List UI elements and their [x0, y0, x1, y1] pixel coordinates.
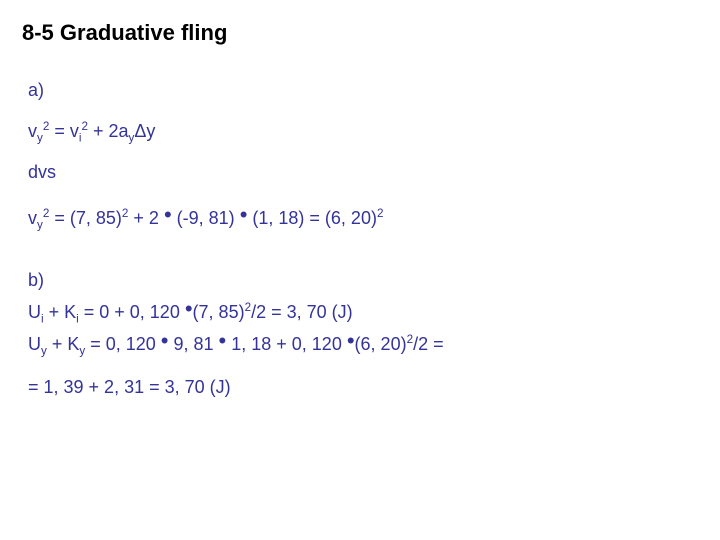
part-b-eq1: Ui + Ki = 0 + 0, 120 •(7, 85)2/2 = 3, 70…: [28, 296, 700, 327]
slide-content: a) vy2 = vi2 + 2ayΔy dvs vy2 = (7, 85)2 …: [20, 78, 700, 400]
part-a-label: a): [28, 78, 700, 103]
part-a-dvs: dvs: [28, 160, 700, 185]
part-a-eq1: vy2 = vi2 + 2ayΔy: [28, 119, 700, 144]
part-b-block: b) Ui + Ki = 0 + 0, 120 •(7, 85)2/2 = 3,…: [28, 268, 700, 400]
part-a-block: a) vy2 = vi2 + 2ayΔy dvs vy2 = (7, 85)2 …: [28, 78, 700, 232]
part-b-label: b): [28, 268, 700, 293]
slide-title: 8-5 Graduative fling: [20, 20, 700, 46]
part-b-eq3: = 1, 39 + 2, 31 = 3, 70 (J): [28, 375, 700, 400]
part-b-eq2: Uy + Ky = 0, 120 • 9, 81 • 1, 18 + 0, 12…: [28, 328, 700, 359]
part-a-eq2: vy2 = (7, 85)2 + 2 • (-9, 81) • (1, 18) …: [28, 202, 700, 233]
